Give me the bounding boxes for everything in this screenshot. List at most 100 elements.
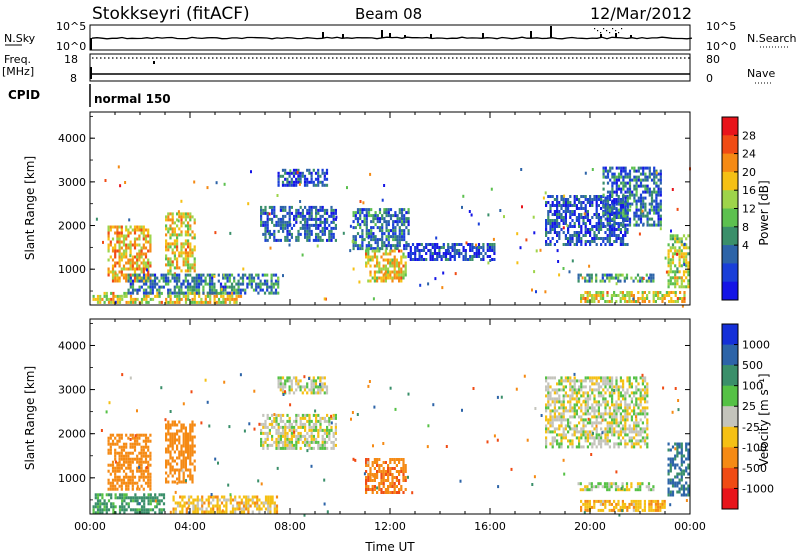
heatmap-cell bbox=[293, 446, 296, 450]
heatmap-cell bbox=[140, 297, 144, 301]
heatmap-cell bbox=[624, 391, 627, 395]
heatmap-cell bbox=[118, 225, 121, 229]
heatmap-cell bbox=[674, 270, 677, 274]
heatmap-cell bbox=[206, 300, 210, 304]
heatmap-cell bbox=[122, 460, 126, 464]
heatmap-cell bbox=[303, 388, 307, 392]
heatmap-cell bbox=[628, 181, 632, 185]
heatmap-cell bbox=[617, 234, 620, 237]
heatmap-cell bbox=[400, 261, 403, 265]
heatmap-cell bbox=[149, 481, 152, 485]
heatmap-cell bbox=[653, 187, 656, 191]
heatmap-cell bbox=[131, 460, 134, 464]
heatmap-cell bbox=[553, 391, 556, 395]
heatmap-cell bbox=[600, 394, 603, 398]
heatmap-cell bbox=[183, 504, 186, 508]
heatmap-cell bbox=[586, 439, 589, 443]
heatmap-cell bbox=[326, 220, 329, 224]
heatmap-cell bbox=[165, 471, 168, 475]
heatmap-cell bbox=[545, 424, 548, 428]
heatmap-cell bbox=[365, 217, 368, 221]
heatmap-cell bbox=[573, 243, 576, 246]
heatmap-cell bbox=[189, 266, 192, 270]
heatmap-cell bbox=[676, 282, 679, 286]
heatmap-cell bbox=[136, 439, 139, 443]
heatmap-cell bbox=[142, 448, 145, 452]
heatmap-cell bbox=[250, 276, 253, 280]
heatmap-cell bbox=[215, 294, 218, 298]
heatmap-speckle bbox=[664, 256, 667, 260]
heatmap-cell bbox=[284, 177, 287, 181]
heatmap-cell bbox=[613, 207, 616, 210]
heatmap-cell bbox=[398, 220, 401, 224]
heatmap-cell bbox=[575, 400, 578, 404]
heatmap-cell bbox=[650, 202, 654, 206]
heatmap-cell bbox=[226, 273, 229, 277]
heatmap-cell bbox=[92, 297, 95, 301]
heatmap-cell bbox=[299, 437, 302, 441]
power-colorbar-label: Power [dB] bbox=[757, 180, 771, 245]
heatmap-cell bbox=[306, 223, 309, 227]
heatmap-cell bbox=[297, 413, 300, 417]
heatmap-cell bbox=[332, 440, 335, 444]
heatmap-cell bbox=[193, 279, 196, 283]
heatmap-cell bbox=[319, 180, 322, 184]
heatmap-cell bbox=[549, 207, 552, 210]
heatmap-cell bbox=[127, 487, 130, 491]
heatmap-cell bbox=[301, 174, 304, 178]
heatmap-cell bbox=[114, 496, 117, 500]
heatmap-cell bbox=[288, 183, 291, 187]
heatmap-cell bbox=[567, 210, 570, 213]
heatmap-cell bbox=[165, 462, 168, 466]
heatmap-cell bbox=[367, 485, 370, 488]
heatmap-cell bbox=[637, 421, 640, 425]
heatmap-cell bbox=[136, 291, 139, 295]
heatmap-speckle bbox=[588, 264, 591, 268]
heatmap-cell bbox=[275, 419, 278, 423]
heatmap-cell bbox=[400, 232, 404, 236]
heatmap-cell bbox=[180, 465, 183, 469]
heatmap-cell bbox=[328, 416, 331, 420]
heatmap-cell bbox=[631, 193, 634, 197]
heatmap-cell bbox=[652, 273, 655, 277]
heatmap-cell bbox=[147, 270, 150, 274]
heatmap-cell bbox=[167, 420, 170, 424]
heatmap-cell bbox=[444, 249, 448, 252]
heatmap-cell bbox=[315, 416, 318, 420]
heatmap-cell bbox=[615, 190, 618, 194]
heatmap-cell bbox=[619, 300, 622, 303]
heatmap-cell bbox=[214, 504, 217, 508]
heatmap-cell bbox=[389, 229, 393, 233]
heatmap-cell bbox=[595, 409, 598, 413]
heatmap-cell bbox=[271, 437, 274, 441]
heatmap-cell bbox=[562, 219, 565, 222]
heatmap-cell bbox=[306, 443, 309, 447]
heatmap-cell bbox=[635, 403, 638, 407]
heatmap-cell bbox=[165, 239, 168, 243]
heatmap-cell bbox=[269, 495, 272, 499]
heatmap-cell bbox=[167, 462, 170, 466]
heatmap-cell bbox=[600, 439, 603, 443]
heatmap-cell bbox=[584, 225, 587, 228]
heatmap-cell bbox=[635, 214, 638, 218]
heatmap-cell bbox=[264, 507, 268, 511]
heatmap-speckle bbox=[468, 210, 471, 213]
heatmap-cell bbox=[143, 496, 146, 500]
heatmap-cell bbox=[107, 228, 110, 232]
heatmap-speckle bbox=[381, 198, 384, 202]
heatmap-cell bbox=[603, 273, 607, 277]
heatmap-cell bbox=[405, 226, 408, 230]
heatmap-cell bbox=[116, 478, 119, 482]
heatmap-cell bbox=[575, 409, 578, 413]
heatmap-cell bbox=[114, 273, 117, 277]
heatmap-cell bbox=[279, 226, 282, 230]
heatmap-cell bbox=[116, 481, 119, 485]
heatmap-cell bbox=[453, 249, 456, 252]
heatmap-cell bbox=[392, 244, 395, 248]
heatmap-speckle bbox=[642, 222, 645, 226]
heatmap-cell bbox=[451, 255, 454, 258]
heatmap-cell bbox=[220, 294, 223, 298]
heatmap-cell bbox=[125, 243, 128, 247]
heatmap-cell bbox=[562, 204, 565, 207]
heatmap-cell bbox=[193, 263, 196, 267]
